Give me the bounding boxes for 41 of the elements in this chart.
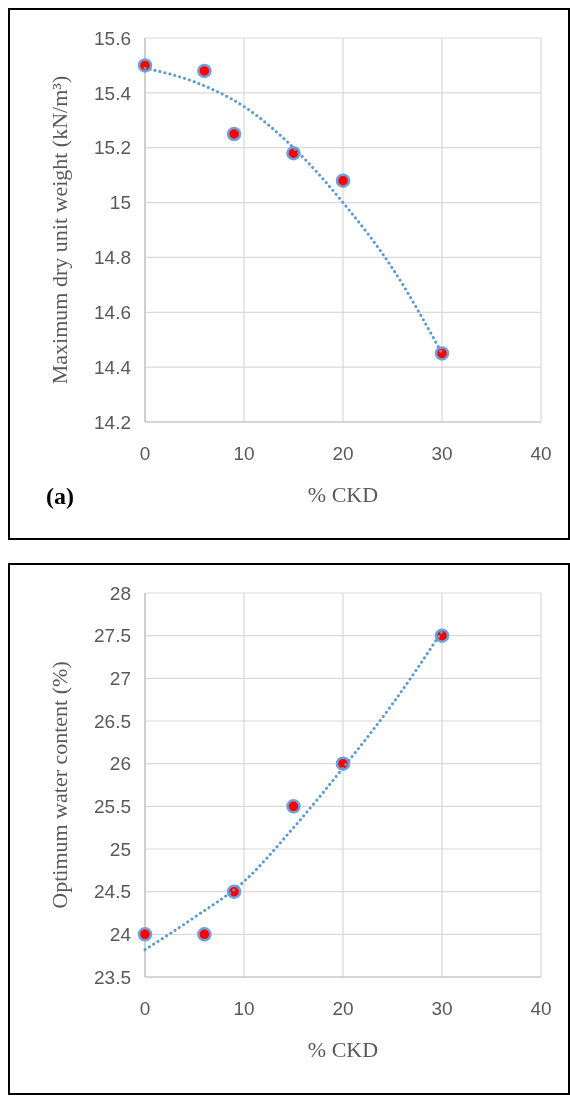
point bbox=[286, 799, 301, 814]
y-tick-label: 26.5 bbox=[94, 710, 131, 732]
y-tick-label: 25 bbox=[109, 838, 131, 860]
x-tick-label: 30 bbox=[431, 998, 453, 1019]
y-tick-label: 24 bbox=[109, 923, 132, 945]
y-tick-label: 14.8 bbox=[94, 247, 131, 269]
point bbox=[335, 173, 351, 188]
y-tick-label: 15.4 bbox=[94, 82, 132, 104]
point bbox=[197, 63, 212, 79]
x-tick-label: 20 bbox=[332, 443, 354, 464]
y-tick-label: 28 bbox=[109, 582, 131, 604]
y-tick-label: 15.6 bbox=[94, 27, 131, 49]
x-tick-label: 0 bbox=[139, 443, 151, 464]
y-tick-label: 14.6 bbox=[94, 301, 131, 323]
y-axis-title: Maximum dry unit weight (kN/m³) bbox=[47, 75, 72, 385]
x-tick-label: 20 bbox=[332, 998, 354, 1019]
point bbox=[434, 346, 450, 361]
y-tick-label: 14.4 bbox=[94, 356, 132, 378]
y-tick-label: 24.5 bbox=[94, 881, 131, 903]
y-axis-title: Optimum water content (%) bbox=[47, 661, 72, 909]
y-tick-label: 26 bbox=[109, 753, 131, 775]
y-tick-label: 15.2 bbox=[94, 137, 131, 159]
x-tick-label: 10 bbox=[233, 998, 255, 1019]
y-tick-label: 14.2 bbox=[94, 411, 131, 433]
point bbox=[226, 126, 242, 142]
x-tick-label: 10 bbox=[233, 443, 255, 464]
y-tick-label: 23.5 bbox=[94, 966, 131, 988]
text: (a) bbox=[46, 483, 74, 509]
point bbox=[197, 927, 212, 942]
y-tick-label: 27.5 bbox=[94, 625, 131, 647]
point bbox=[137, 58, 153, 73]
x-axis-title: % CKD bbox=[307, 1037, 379, 1062]
x-axis-title: % CKD bbox=[307, 482, 379, 507]
y-tick-label: 15 bbox=[109, 192, 131, 214]
y-tick-label: 27 bbox=[109, 667, 131, 689]
y-tick-label: 25.5 bbox=[94, 795, 131, 817]
x-tick-label: 40 bbox=[530, 998, 552, 1019]
x-tick-label: 30 bbox=[431, 443, 453, 464]
point bbox=[137, 927, 153, 942]
x-tick-label: 40 bbox=[530, 443, 552, 464]
x-tick-label: 0 bbox=[139, 998, 151, 1019]
